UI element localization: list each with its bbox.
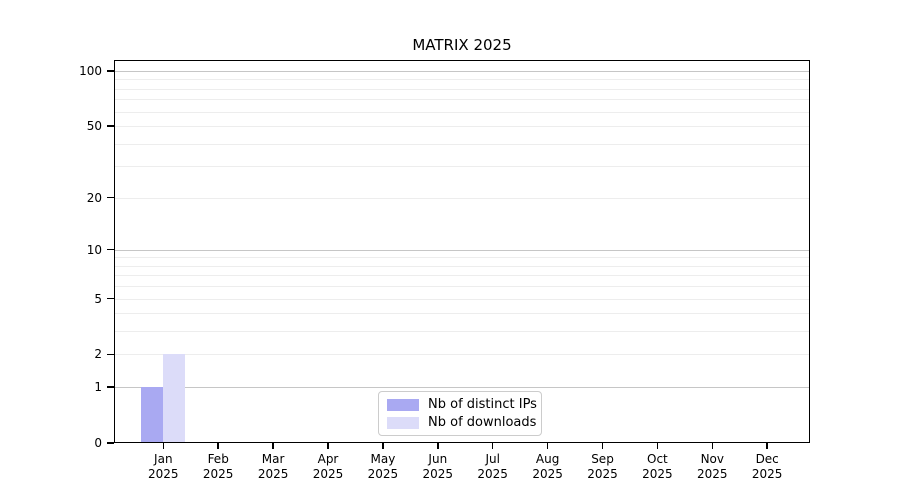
x-tick-label: May 2025 [351,452,415,482]
y-tick-label: 50 [86,119,102,134]
y-tick-mark [107,70,114,72]
bar-distinct-ips-jan [141,387,164,443]
gridline-minor [114,331,810,333]
x-tick-label: Dec 2025 [735,452,799,482]
x-tick-year: 2025 [477,467,508,481]
x-tick-mark [327,443,329,449]
gridline-minor [114,166,810,168]
x-tick-year: 2025 [367,467,399,481]
bar-downloads-jan [163,354,186,443]
gridline-minor [114,354,810,356]
gridlines-layer [114,60,810,443]
x-tick-label: Oct 2025 [625,452,689,482]
y-tick-mark [107,353,114,356]
x-tick-year: 2025 [312,467,344,481]
gridline-minor [114,275,810,277]
x-tick-label: Feb 2025 [186,452,250,482]
gridline-minor [114,111,810,113]
gridline-minor [114,257,810,259]
gridline-minor [114,88,810,90]
x-tick-mark [491,443,494,449]
x-tick-year: 2025 [202,467,234,481]
gridline-minor [114,197,810,199]
y-tick-label: 0 [94,436,102,450]
x-tick-label: Aug 2025 [516,452,580,482]
y-tick-mark [107,196,114,199]
x-tick-mark [601,443,604,449]
gridline-minor [114,79,810,81]
x-tick-year: 2025 [697,467,728,481]
y-tick-mark [107,297,114,300]
legend-swatch-distinct-ips [387,398,419,411]
gridline-major [114,71,810,72]
x-tick-mark [162,443,165,449]
x-tick-mark [217,443,219,449]
legend: Nb of distinct IPs Nb of downloads [378,391,542,436]
x-tick-mark [437,443,439,449]
x-tick-year: 2025 [257,467,289,481]
gridline-minor [114,99,810,101]
x-tick-label: Mar 2025 [241,452,305,482]
gridline-minor [114,286,810,288]
y-tick-label: 20 [86,190,102,205]
gridline-major [114,387,810,389]
y-tick-label: 10 [86,242,102,257]
y-tick-label: 100 [79,64,102,78]
x-tick-year: 2025 [422,467,454,481]
y-tick-mark [107,125,114,127]
bars-layer [114,60,810,443]
gridline-minor [114,298,810,300]
x-tick-year: 2025 [751,467,783,481]
x-tick-year: 2025 [587,467,618,481]
plot-area [114,60,810,443]
x-tick-mark [711,443,714,449]
gridline-minor [114,143,810,145]
gridline-minor [114,313,810,315]
x-tick-label: Apr 2025 [296,452,360,482]
x-tick-mark [766,443,768,449]
legend-label-distinct-ips: Nb of distinct IPs [428,397,537,412]
x-tick-label: Jan 2025 [131,452,195,482]
legend-swatch-downloads [387,416,419,429]
x-tick-year: 2025 [532,467,563,481]
legend-entry-distinct-ips: Nb of distinct IPs [387,397,537,412]
x-tick-year: 2025 [148,467,179,481]
x-tick-mark [382,443,384,449]
x-tick-mark [656,443,659,449]
x-tick-mark [546,443,549,449]
x-tick-mark [272,443,274,449]
y-tick-label: 2 [94,347,102,362]
x-tick-label: Nov 2025 [680,452,744,482]
y-tick-label: 1 [94,380,102,395]
y-tick-mark [107,442,114,444]
x-tick-label: Jul 2025 [461,452,525,482]
legend-entry-downloads: Nb of downloads [387,415,537,430]
legend-label-downloads: Nb of downloads [428,415,537,430]
y-tick-label: 5 [94,291,102,306]
gridline-minor [114,265,810,267]
x-tick-label: Jun 2025 [406,452,470,482]
gridline-major [114,249,810,251]
x-tick-year: 2025 [642,467,673,481]
y-tick-mark [107,248,114,251]
x-tick-label: Sep 2025 [571,452,635,482]
gridline-minor [114,126,810,128]
chart-title: MATRIX 2025 [412,36,512,54]
y-tick-mark [107,386,114,388]
